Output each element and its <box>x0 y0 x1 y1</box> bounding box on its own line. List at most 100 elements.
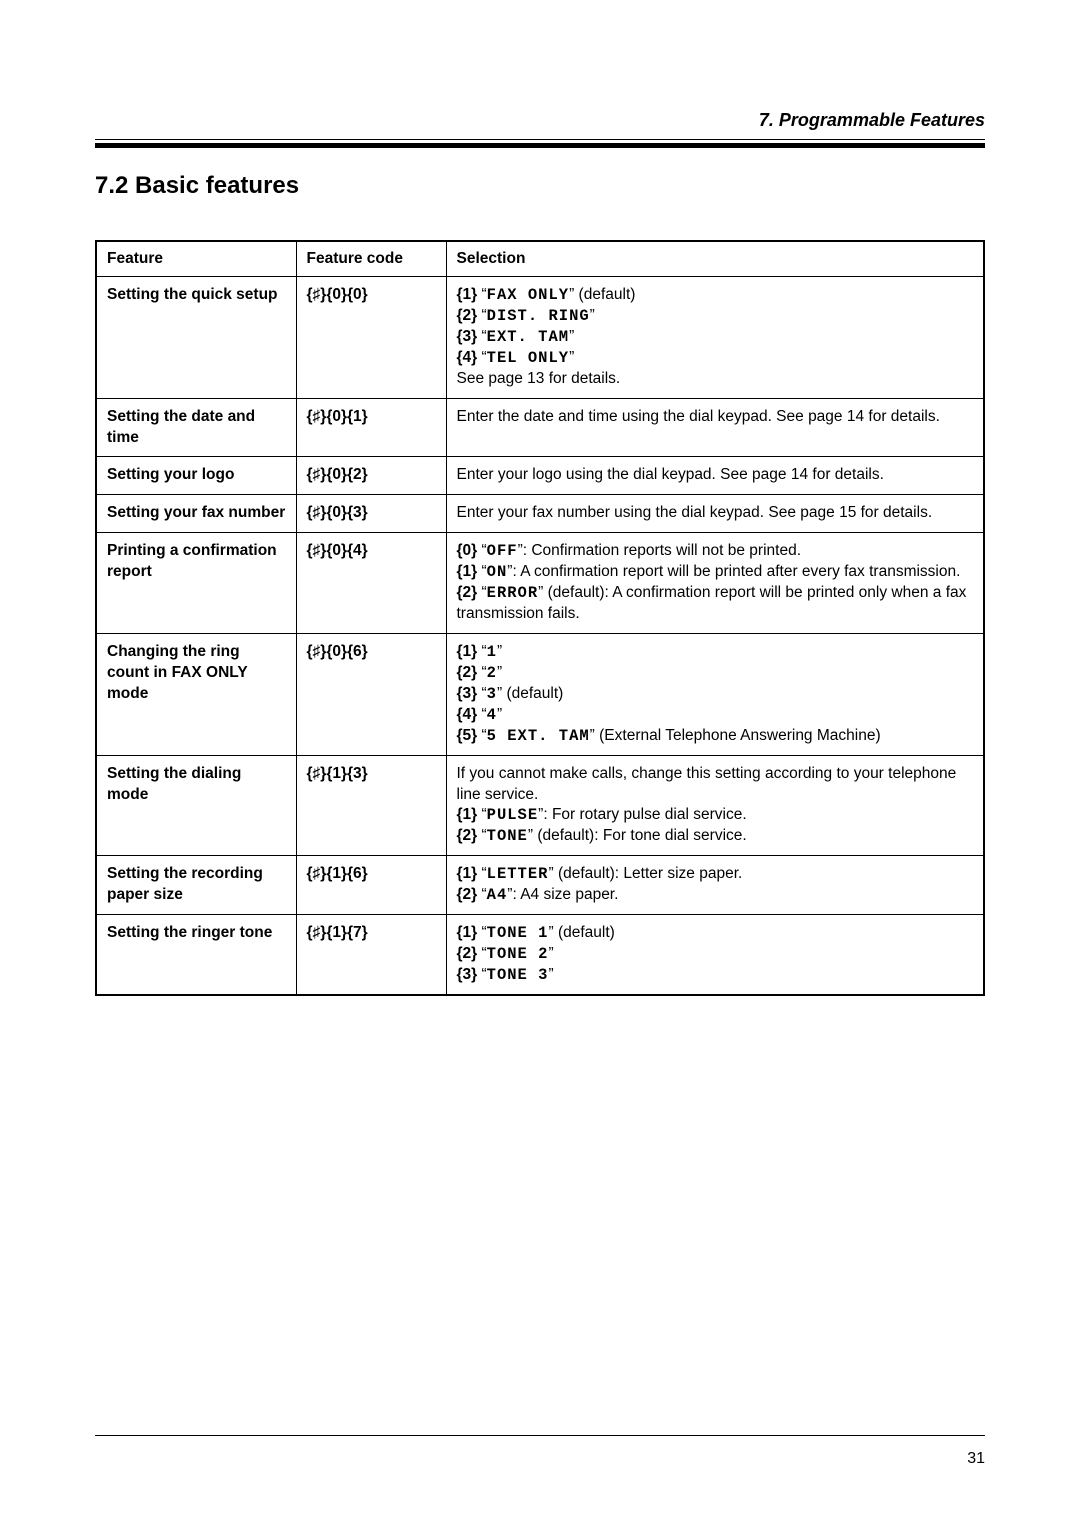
selection-value: EXT. TAM <box>487 328 569 346</box>
feature-cell: Setting your fax number <box>96 495 296 533</box>
selection-text: If you cannot make calls, change this se… <box>457 765 957 803</box>
code-cell: {♯}{0}{6} <box>296 633 446 755</box>
selection-trail: : A confirmation report will be printed … <box>512 563 960 580</box>
table-row: Setting the recording paper size {♯}{1}{6… <box>96 856 984 915</box>
selection-text: See page 13 for details. <box>457 370 621 387</box>
selection-value: 1 <box>487 643 497 661</box>
selection-key: {1} <box>457 924 478 941</box>
selection-key: {2} <box>457 945 478 962</box>
page-footer: 31 <box>95 1435 985 1468</box>
selection-value: OFF <box>487 542 518 560</box>
feature-cell: Setting the ringer tone <box>96 915 296 995</box>
selection-key: {4} <box>457 706 478 723</box>
divider-thin <box>95 139 985 140</box>
selection-key: {2} <box>457 886 478 903</box>
selection-key: {1} <box>457 563 478 580</box>
selection-value: LETTER <box>487 865 549 883</box>
feature-cell: Setting your logo <box>96 457 296 495</box>
code-cell: {♯}{0}{3} <box>296 495 446 533</box>
selection-value: TONE 3 <box>487 966 549 984</box>
col-header-feature: Feature <box>96 241 296 277</box>
selection-cell: {1} “FAX ONLY” (default){2} “DIST. RING”… <box>446 277 984 399</box>
selection-cell: {1} “LETTER” (default): Letter size pape… <box>446 856 984 915</box>
section-title: 7.2 Basic features <box>95 172 985 200</box>
table-row: Printing a confirmation report{♯}{0}{4}{… <box>96 533 984 634</box>
selection-value: 4 <box>487 706 497 724</box>
selection-key: {2} <box>457 827 478 844</box>
feature-cell: Setting the quick setup <box>96 277 296 399</box>
chapter-header: 7. Programmable Features <box>95 110 985 131</box>
selection-value: PULSE <box>487 806 539 824</box>
selection-cell: {0} “OFF”: Confirmation reports will not… <box>446 533 984 634</box>
selection-text: Enter your logo using the dial keypad. S… <box>457 466 884 483</box>
selection-key: {2} <box>457 584 478 601</box>
selection-key: {5} <box>457 727 478 744</box>
table-row: Setting the date and time {♯}{0}{1} Enter … <box>96 398 984 457</box>
selection-key: {3} <box>457 966 478 983</box>
code-cell: {♯}{1}{6} <box>296 856 446 915</box>
col-header-code: Feature code <box>296 241 446 277</box>
feature-code: {♯}{1}{6} <box>307 865 368 882</box>
selection-cell: Enter your logo using the dial keypad. S… <box>446 457 984 495</box>
selection-text: Enter your fax number using the dial key… <box>457 504 933 521</box>
table-row: Changing the ring count in FAX ONLY mode… <box>96 633 984 755</box>
feature-code: {♯}{0}{0} <box>307 286 368 303</box>
table-row: Setting the quick setup {♯}{0}{0} {1} “FAX… <box>96 277 984 399</box>
selection-trail: (default) <box>554 924 615 941</box>
selection-value: A4 <box>487 886 508 904</box>
code-cell: {♯}{0}{1} <box>296 398 446 457</box>
selection-trail: (default) <box>502 685 563 702</box>
selection-cell: Enter your fax number using the dial key… <box>446 495 984 533</box>
selection-value: ERROR <box>487 584 539 602</box>
table-row: Setting your logo {♯}{0}{2} Enter your log… <box>96 457 984 495</box>
selection-key: {1} <box>457 865 478 882</box>
selection-text: Enter the date and time using the dial k… <box>457 408 940 425</box>
selection-key: {1} <box>457 806 478 823</box>
feature-cell: Setting the date and time <box>96 398 296 457</box>
code-cell: {♯}{0}{0} <box>296 277 446 399</box>
selection-value: 2 <box>487 664 497 682</box>
table-row: Setting your fax number{♯}{0}{3} Enter yo… <box>96 495 984 533</box>
features-table: Feature Feature code Selection Setting t… <box>95 240 985 996</box>
selection-trail: (default) <box>574 286 635 303</box>
feature-code: {♯}{0}{2} <box>307 466 368 483</box>
code-cell: {♯}{1}{7} <box>296 915 446 995</box>
code-cell: {♯}{1}{3} <box>296 755 446 856</box>
selection-value: TEL ONLY <box>487 349 569 367</box>
selection-trail: (External Telephone Answering Machine) <box>595 727 881 744</box>
selection-value: TONE 1 <box>487 924 549 942</box>
divider-thick <box>95 143 985 148</box>
code-cell: {♯}{0}{2} <box>296 457 446 495</box>
selection-key: {3} <box>457 328 478 345</box>
feature-cell: Setting the recording paper size <box>96 856 296 915</box>
feature-code: {♯}{0}{1} <box>307 408 368 425</box>
table-row: Setting the ringer tone{♯}{1}{7}{1} “TON… <box>96 915 984 995</box>
selection-cell: {1} “TONE 1” (default){2} “TONE 2”{3} “T… <box>446 915 984 995</box>
selection-trail: : A4 size paper. <box>512 886 618 903</box>
selection-trail: : Confirmation reports will not be print… <box>523 542 801 559</box>
feature-cell: Printing a confirmation report <box>96 533 296 634</box>
feature-cell: Changing the ring count in FAX ONLY mode <box>96 633 296 755</box>
selection-key: {1} <box>457 286 478 303</box>
selection-trail: (default): Letter size paper. <box>554 865 743 882</box>
feature-code: {♯}{1}{3} <box>307 765 368 782</box>
selection-value: TONE <box>487 827 528 845</box>
footer-rule <box>95 1435 985 1436</box>
selection-key: {3} <box>457 685 478 702</box>
selection-key: {2} <box>457 664 478 681</box>
selection-value: TONE 2 <box>487 945 549 963</box>
selection-value: 3 <box>487 685 497 703</box>
page-number: 31 <box>95 1450 985 1468</box>
selection-cell: If you cannot make calls, change this se… <box>446 755 984 856</box>
selection-key: {1} <box>457 643 478 660</box>
selection-value: 5 EXT. TAM <box>487 727 590 745</box>
selection-trail: (default): For tone dial service. <box>533 827 747 844</box>
selection-value: DIST. RING <box>487 307 590 325</box>
selection-value: FAX ONLY <box>487 286 569 304</box>
selection-cell: Enter the date and time using the dial k… <box>446 398 984 457</box>
feature-code: {♯}{0}{6} <box>307 643 368 660</box>
selection-cell: {1} “1”{2} “2”{3} “3” (default){4} “4”{5… <box>446 633 984 755</box>
col-header-selection: Selection <box>446 241 984 277</box>
feature-cell: Setting the dialing mode <box>96 755 296 856</box>
selection-value: ON <box>487 563 508 581</box>
